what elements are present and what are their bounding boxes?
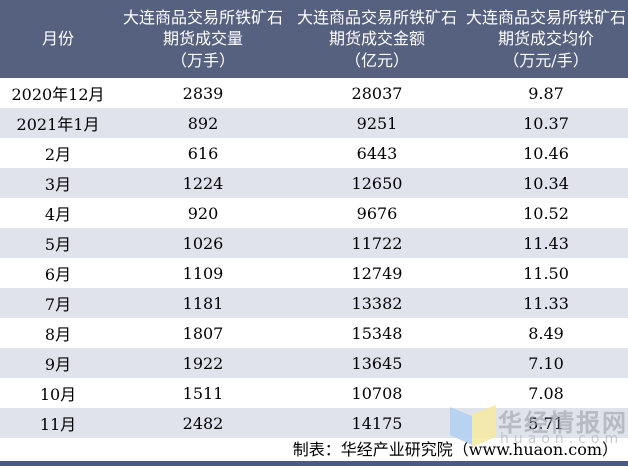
cell-avg-price: 10.46 <box>464 138 628 168</box>
cell-volume: 1181 <box>116 288 290 318</box>
cell-volume: 2482 <box>116 408 290 438</box>
column-header-unit: （万手） <box>170 50 235 70</box>
table-body: 2020年12月 2839 28037 9.87 2021年1月 892 925… <box>0 78 628 438</box>
column-header-label: 大连商品交易所铁矿石 <box>122 7 283 27</box>
column-header-unit: （万元/手） <box>503 50 589 70</box>
column-header-label: 期货成交金额 <box>328 29 425 49</box>
cell-amount: 11722 <box>290 228 464 258</box>
cell-amount: 14175 <box>290 408 464 438</box>
cell-amount: 28037 <box>290 78 464 108</box>
column-header-unit: （亿元） <box>344 50 409 70</box>
table-row: 2021年1月 892 9251 10.37 <box>0 108 628 138</box>
cell-month: 2月 <box>0 138 116 168</box>
cell-month: 10月 <box>0 378 116 408</box>
cell-amount: 15348 <box>290 318 464 348</box>
cell-volume: 1807 <box>116 318 290 348</box>
column-header-label: 期货成交均价 <box>497 29 594 49</box>
column-header-amount: 大连商品交易所铁矿石 期货成交金额 （亿元） <box>290 0 464 78</box>
cell-volume: 892 <box>116 108 290 138</box>
cell-month: 2021年1月 <box>0 108 116 138</box>
table-row: 2020年12月 2839 28037 9.87 <box>0 78 628 108</box>
column-header-label: 期货成交量 <box>162 29 243 49</box>
table-row: 6月 1109 12749 11.50 <box>0 258 628 288</box>
cell-avg-price: 10.37 <box>464 108 628 138</box>
column-header-volume: 大连商品交易所铁矿石 期货成交量 （万手） <box>116 0 290 78</box>
cell-month: 5月 <box>0 228 116 258</box>
cell-volume: 920 <box>116 198 290 228</box>
cell-month: 3月 <box>0 168 116 198</box>
cell-volume: 2839 <box>116 78 290 108</box>
column-header-label: 月份 <box>41 29 74 49</box>
cell-month: 2020年12月 <box>0 78 116 108</box>
table-row: 4月 920 9676 10.52 <box>0 198 628 228</box>
cell-avg-price: 7.08 <box>464 378 628 408</box>
cell-volume: 1511 <box>116 378 290 408</box>
cell-volume: 1109 <box>116 258 290 288</box>
cell-amount: 6443 <box>290 138 464 168</box>
cell-avg-price: 11.33 <box>464 288 628 318</box>
cell-volume: 1922 <box>116 348 290 378</box>
cell-volume: 616 <box>116 138 290 168</box>
table-row: 5月 1026 11722 11.43 <box>0 228 628 258</box>
cell-month: 4月 <box>0 198 116 228</box>
cell-avg-price: 11.43 <box>464 228 628 258</box>
table-row: 11月 2482 14175 5.71 <box>0 408 628 438</box>
cell-amount: 9251 <box>290 108 464 138</box>
cell-avg-price: 5.71 <box>464 408 628 438</box>
cell-amount: 9676 <box>290 198 464 228</box>
table-row: 8月 1807 15348 8.49 <box>0 318 628 348</box>
cell-avg-price: 10.34 <box>464 168 628 198</box>
cell-avg-price: 11.50 <box>464 258 628 288</box>
cell-amount: 13645 <box>290 348 464 378</box>
futures-data-table: 月份 大连商品交易所铁矿石 期货成交量 （万手） 大连商品交易所铁矿石 期货成交… <box>0 0 628 438</box>
cell-month: 9月 <box>0 348 116 378</box>
cell-month: 11月 <box>0 408 116 438</box>
table-row: 10月 1511 10708 7.08 <box>0 378 628 408</box>
column-header-label: 大连商品交易所铁矿石 <box>465 7 626 27</box>
cell-volume: 1224 <box>116 168 290 198</box>
credit-text: 制表：华经产业研究院（www.huaon.com） <box>292 440 618 459</box>
cell-amount: 10708 <box>290 378 464 408</box>
column-header-month: 月份 <box>0 0 116 78</box>
cell-volume: 1026 <box>116 228 290 258</box>
column-header-avg-price: 大连商品交易所铁矿石 期货成交均价 （万元/手） <box>464 0 628 78</box>
cell-month: 8月 <box>0 318 116 348</box>
cell-avg-price: 9.87 <box>464 78 628 108</box>
cell-amount: 12650 <box>290 168 464 198</box>
bottom-divider-bar <box>0 461 628 466</box>
cell-month: 6月 <box>0 258 116 288</box>
table-row: 3月 1224 12650 10.34 <box>0 168 628 198</box>
table-row: 9月 1922 13645 7.10 <box>0 348 628 378</box>
cell-amount: 12749 <box>290 258 464 288</box>
cell-month: 7月 <box>0 288 116 318</box>
table-row: 7月 1181 13382 11.33 <box>0 288 628 318</box>
table-header: 月份 大连商品交易所铁矿石 期货成交量 （万手） 大连商品交易所铁矿石 期货成交… <box>0 0 628 78</box>
table-row: 2月 616 6443 10.46 <box>0 138 628 168</box>
cell-avg-price: 7.10 <box>464 348 628 378</box>
cell-avg-price: 10.52 <box>464 198 628 228</box>
cell-avg-price: 8.49 <box>464 318 628 348</box>
column-header-label: 大连商品交易所铁矿石 <box>296 7 457 27</box>
cell-amount: 13382 <box>290 288 464 318</box>
